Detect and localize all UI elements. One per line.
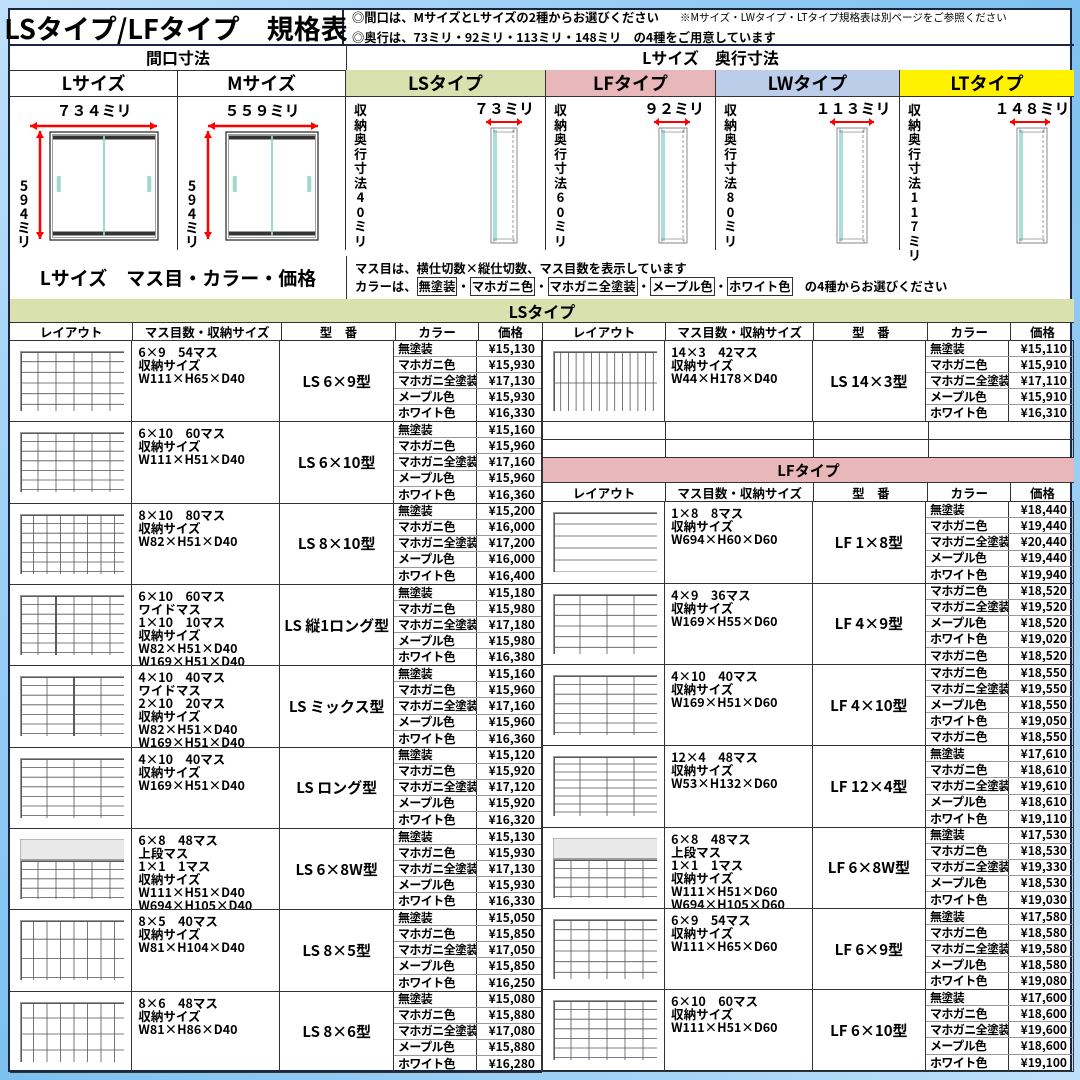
svg-text:７３４ミリ: ７３４ミリ bbox=[56, 100, 131, 121]
svg-text:５５９ミリ: ５５９ミリ bbox=[224, 100, 299, 121]
svg-text:１４８ミリ: １４８ミリ bbox=[994, 98, 1069, 119]
svg-text:１１３ミリ: １１３ミリ bbox=[815, 98, 890, 119]
svg-text:９２ミリ: ９２ミリ bbox=[644, 98, 704, 119]
svg-text:７３ミリ: ７３ミリ bbox=[474, 98, 534, 119]
